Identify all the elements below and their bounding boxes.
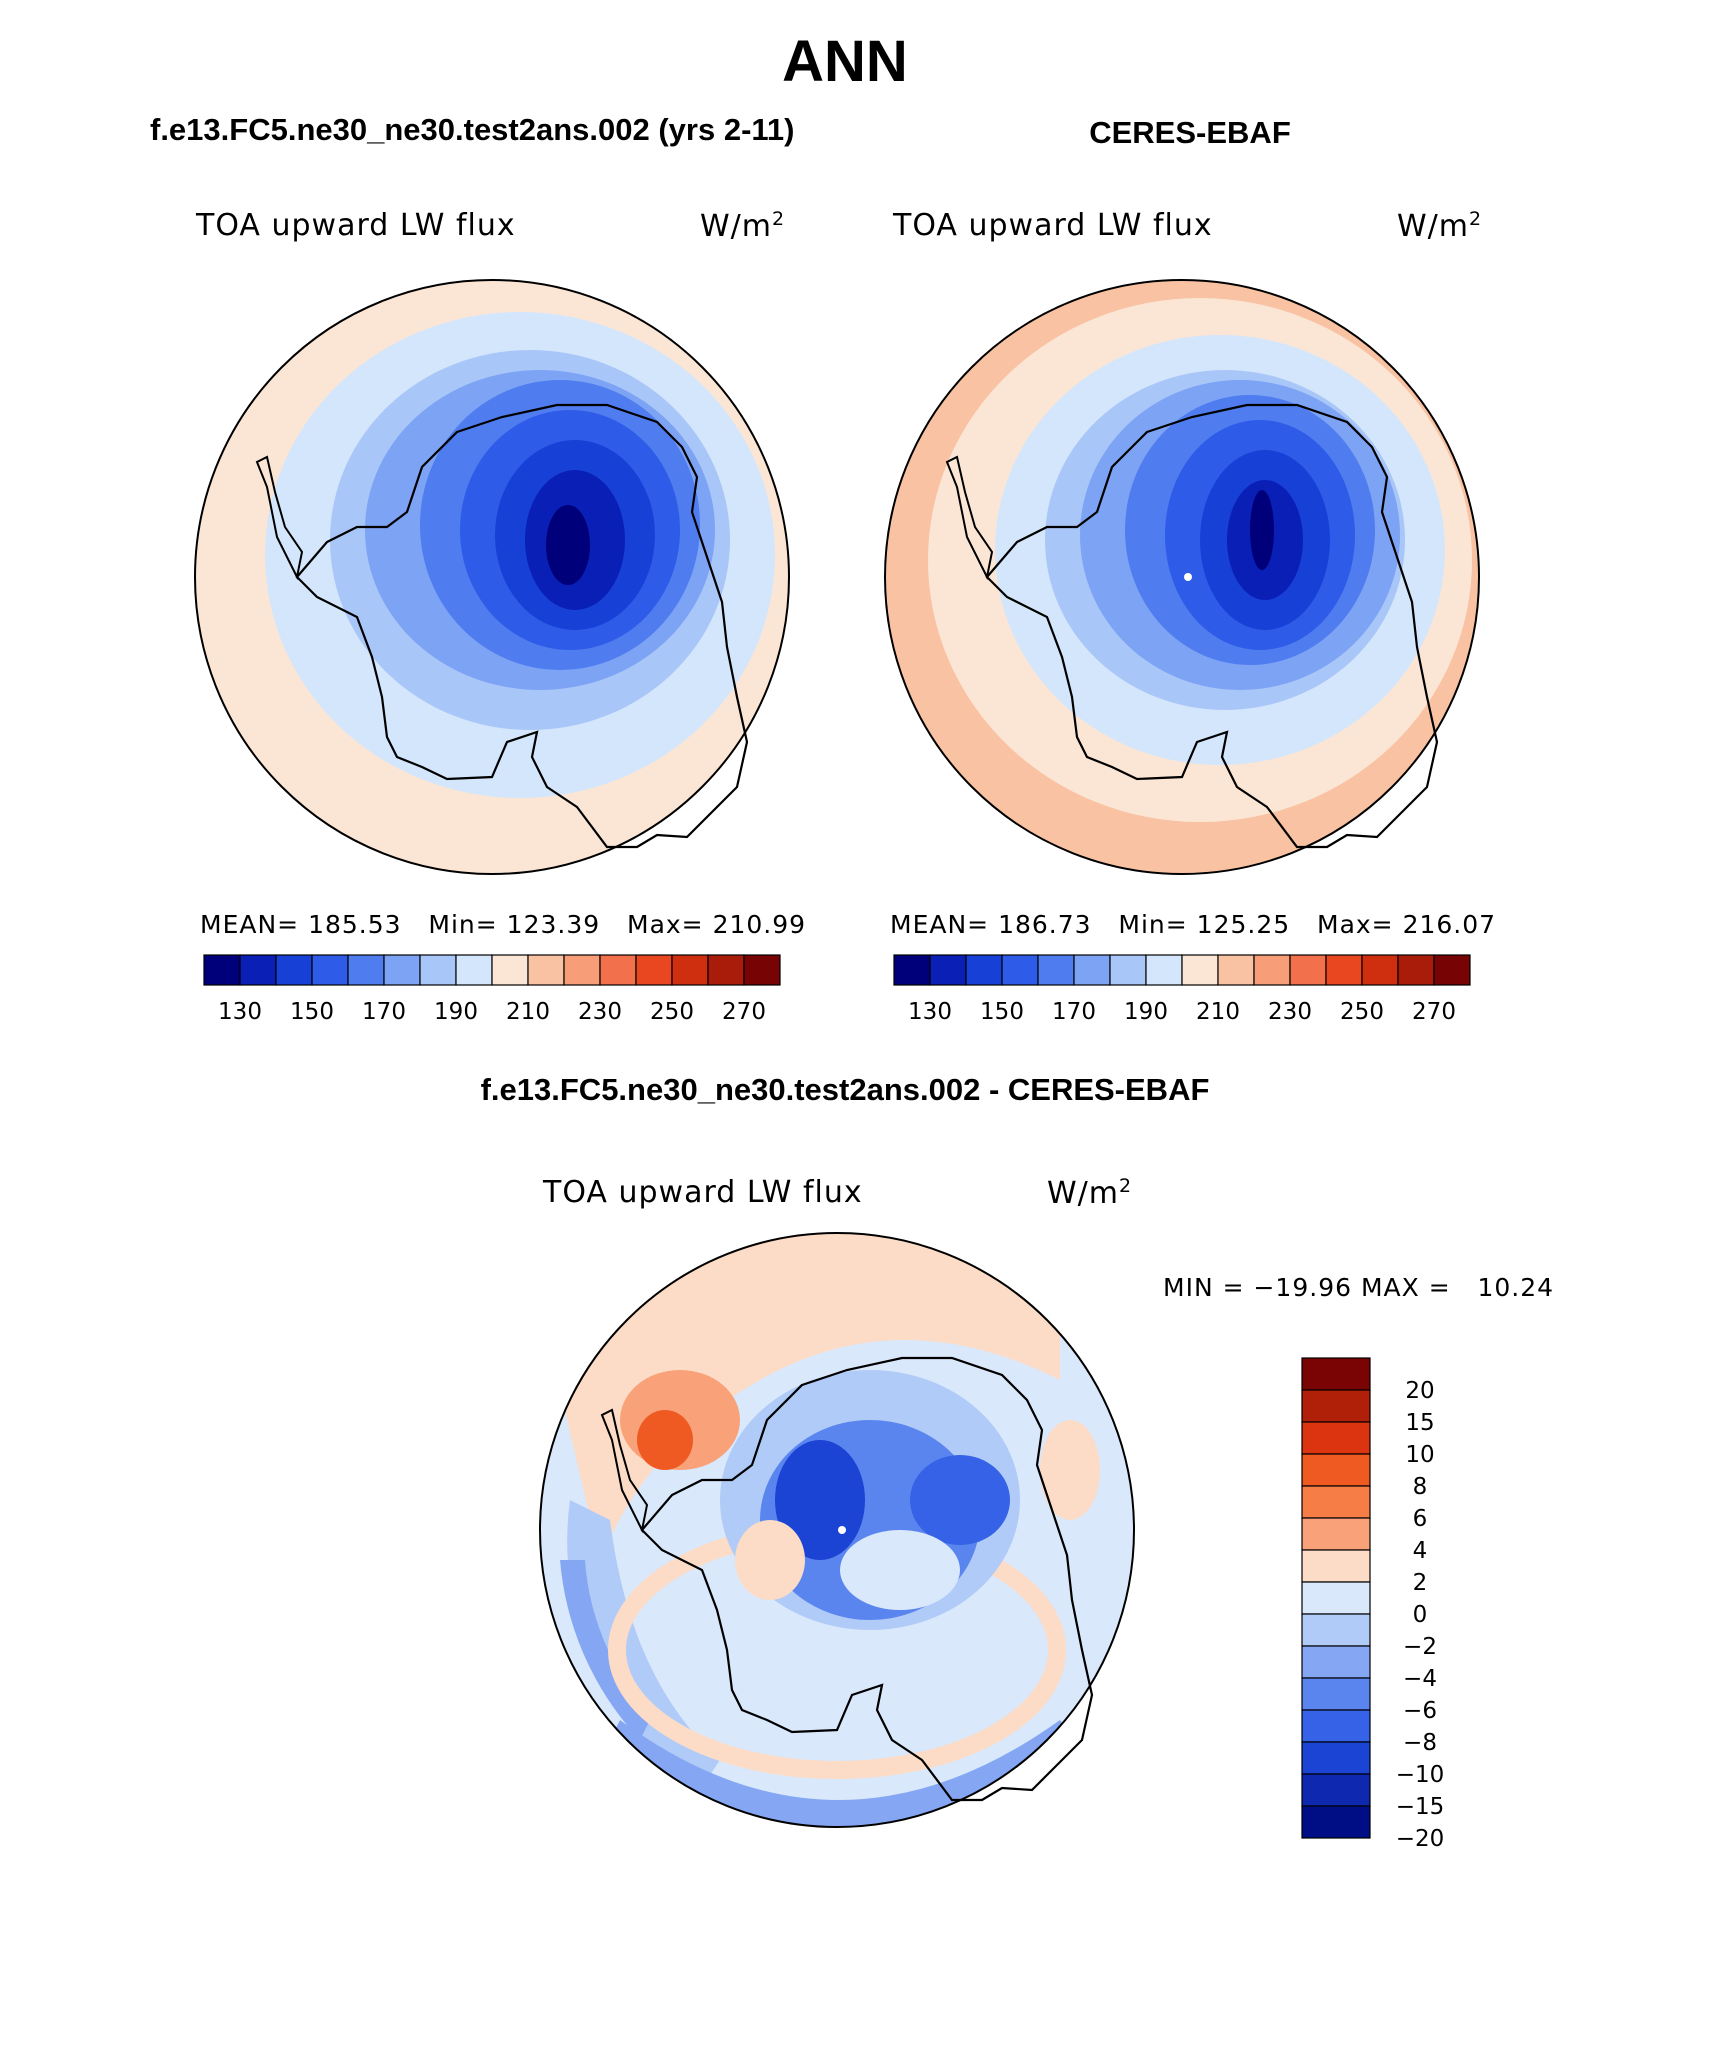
diff-colorbar-swatch: [1301, 1485, 1371, 1519]
diff-colorbar-swatch: [1301, 1421, 1371, 1455]
obs-colorbar-swatch: [1361, 954, 1399, 986]
obs-colorbar-tick-label: 170: [1052, 999, 1096, 1025]
diff-colorbar-swatch: [1301, 1773, 1371, 1807]
diff-colorbar-swatch: [1301, 1741, 1371, 1775]
obs-colorbar-swatch: [1145, 954, 1183, 986]
model-colorbar-swatch: [383, 954, 421, 986]
diff-map: [539, 1232, 1135, 1828]
diff-stats: MIN = −19.96 MAX = 10.24: [1163, 1273, 1555, 1302]
diff-colorbar-tick-label: −20: [1396, 1826, 1445, 1852]
obs-colorbar-tick-label: 190: [1124, 999, 1168, 1025]
model-colorbar-tick-label: 130: [218, 999, 262, 1025]
model-stats: MEAN= 185.53 Min= 123.39 Max= 210.99: [200, 910, 807, 939]
obs-colorbar-swatch: [1253, 954, 1291, 986]
obs-colorbar-tick-label: 270: [1412, 999, 1456, 1025]
obs-colorbar-swatch: [1433, 954, 1471, 986]
diff-colorbar-tick-label: −10: [1396, 1762, 1445, 1788]
model-colorbar-swatch: [527, 954, 565, 986]
obs-colorbar-swatch: [1289, 954, 1327, 986]
diff-colorbar-swatch: [1301, 1613, 1371, 1647]
diff-colorbar-swatch: [1301, 1805, 1371, 1839]
model-colorbar: 130 150 170 190 210 230 250 270: [203, 954, 781, 1025]
diff-colorbar-tick-label: −6: [1403, 1698, 1437, 1724]
model-colorbar-tick-label: 170: [362, 999, 406, 1025]
diff-colorbar-swatch: [1301, 1517, 1371, 1551]
model-colorbar-tick-label: 270: [722, 999, 766, 1025]
diff-colorbar-swatch: [1301, 1677, 1371, 1711]
diff-units-label: W/m2: [1047, 1175, 1133, 1211]
model-units-label: W/m2: [700, 208, 786, 244]
obs-colorbar-tick-label: 130: [908, 999, 952, 1025]
diff-colorbar-tick-label: 4: [1413, 1538, 1428, 1564]
diff-colorbar-tick-label: 10: [1405, 1442, 1434, 1468]
model-colorbar-swatch: [743, 954, 781, 986]
obs-colorbar-swatch: [1109, 954, 1147, 986]
diff-variable-label: TOA upward LW flux: [543, 1175, 863, 1210]
model-colorbar-tick-label: 250: [650, 999, 694, 1025]
diff-colorbar-tick-label: −15: [1396, 1794, 1445, 1820]
obs-colorbar-swatch: [929, 954, 967, 986]
obs-colorbar-swatch: [1325, 954, 1363, 986]
obs-stats: MEAN= 186.73 Min= 125.25 Max= 216.07: [890, 910, 1497, 939]
obs-colorbar-swatch: [893, 954, 931, 986]
obs-colorbar-tick-label: 230: [1268, 999, 1312, 1025]
model-colorbar-swatch: [635, 954, 673, 986]
diff-colorbar-tick-label: −4: [1403, 1666, 1437, 1692]
diff-colorbar-tick-label: 2: [1413, 1570, 1428, 1596]
diff-colorbar-swatch: [1301, 1389, 1371, 1423]
obs-map: [884, 279, 1480, 875]
diff-colorbar-tick-label: 15: [1405, 1410, 1434, 1436]
model-colorbar-tick-label: 190: [434, 999, 478, 1025]
model-colorbar-tick-label: 230: [578, 999, 622, 1025]
model-colorbar-swatch: [203, 954, 241, 986]
model-colorbar-swatch: [239, 954, 277, 986]
model-colorbar-swatch: [311, 954, 349, 986]
model-colorbar-tick-label: 210: [506, 999, 550, 1025]
diff-colorbar-swatch: [1301, 1645, 1371, 1679]
model-colorbar-tick-label: 150: [290, 999, 334, 1025]
model-colorbar-swatch: [347, 954, 385, 986]
model-colorbar-swatch: [707, 954, 745, 986]
model-variable-label: TOA upward LW flux: [196, 208, 516, 243]
diff-colorbar-tick-label: 8: [1413, 1474, 1428, 1500]
obs-colorbar-swatch: [1001, 954, 1039, 986]
diff-colorbar-swatch: [1301, 1549, 1371, 1583]
obs-panel-title: CERES-EBAF: [1089, 115, 1291, 150]
model-colorbar-swatch: [671, 954, 709, 986]
diff-colorbar-tick-label: 20: [1405, 1378, 1434, 1404]
model-map: [194, 279, 790, 875]
model-colorbar-swatch: [563, 954, 601, 986]
obs-variable-label: TOA upward LW flux: [893, 208, 1213, 243]
model-colorbar-swatch: [419, 954, 457, 986]
obs-colorbar-swatch: [1217, 954, 1255, 986]
diff-colorbar-swatch: [1301, 1581, 1371, 1615]
diff-panel-title: f.e13.FC5.ne30_ne30.test2ans.002 - CERES…: [480, 1072, 1210, 1107]
obs-colorbar-tick-label: 210: [1196, 999, 1240, 1025]
diff-colorbar-tick-label: −2: [1403, 1634, 1437, 1660]
diff-colorbar-swatch: [1301, 1357, 1371, 1391]
model-colorbar-swatch: [491, 954, 529, 986]
obs-colorbar-swatch: [1073, 954, 1111, 986]
model-colorbar-swatch: [599, 954, 637, 986]
diff-colorbar-tick-label: 0: [1413, 1602, 1428, 1628]
obs-units-label: W/m2: [1397, 208, 1483, 244]
obs-colorbar-tick-label: 150: [980, 999, 1024, 1025]
obs-colorbar-swatch: [1037, 954, 1075, 986]
obs-colorbar-swatch: [1397, 954, 1435, 986]
diff-colorbar-swatch: [1301, 1709, 1371, 1743]
diff-colorbar-tick-label: −8: [1403, 1730, 1437, 1756]
obs-colorbar-swatch: [1181, 954, 1219, 986]
obs-colorbar-swatch: [965, 954, 1003, 986]
model-colorbar-swatch: [275, 954, 313, 986]
figure-title: ANN: [782, 29, 908, 94]
obs-colorbar: 130 150 170 190 210 230 250 270: [893, 954, 1471, 1025]
diff-colorbar-tick-label: 6: [1413, 1506, 1428, 1532]
model-panel-title: f.e13.FC5.ne30_ne30.test2ans.002 (yrs 2-…: [150, 112, 795, 147]
diff-colorbar-swatch: [1301, 1453, 1371, 1487]
model-colorbar-swatch: [455, 954, 493, 986]
obs-colorbar-tick-label: 250: [1340, 999, 1384, 1025]
